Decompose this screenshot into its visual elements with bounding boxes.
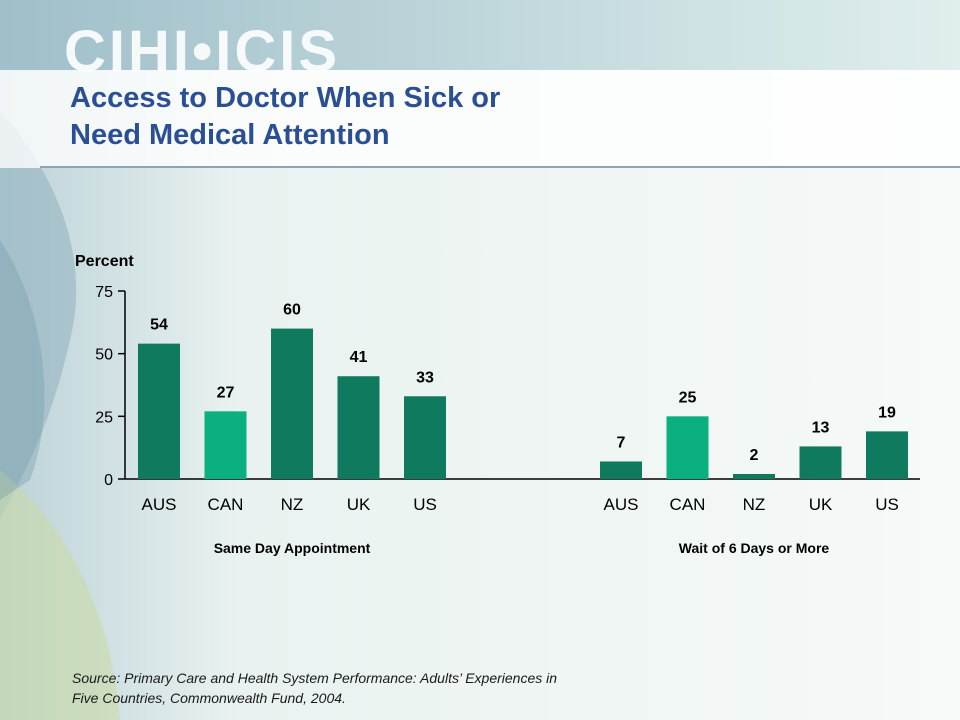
bar-value-label: 27 xyxy=(217,384,235,401)
bar-value-label: 2 xyxy=(750,447,759,464)
x-category-label: UK xyxy=(809,495,833,514)
bar-value-label: 60 xyxy=(283,302,301,319)
bar-uk-group-1 xyxy=(337,376,380,479)
x-category-label: NZ xyxy=(743,495,766,514)
bar-value-label: 25 xyxy=(679,389,697,406)
bar-can-group-2 xyxy=(666,416,709,479)
bar-value-label: 13 xyxy=(812,419,830,436)
source-line-2: Five Countries, Commonwealth Fund, 2004. xyxy=(72,690,346,706)
x-category-label: US xyxy=(413,495,437,514)
x-category-label: NZ xyxy=(281,495,304,514)
bar-value-label: 7 xyxy=(617,434,626,451)
y-tick-label: 25 xyxy=(95,409,113,426)
slide-title-line-1: Access to Doctor When Sick or xyxy=(70,82,501,114)
group-label: Wait of 6 Days or More xyxy=(679,540,830,556)
source-note: Source: Primary Care and Health System P… xyxy=(72,668,692,708)
bar-value-label: 19 xyxy=(878,404,896,421)
x-category-label: UK xyxy=(347,495,371,514)
bar-can-group-1 xyxy=(204,411,247,479)
title-band xyxy=(0,70,960,168)
x-category-label: CAN xyxy=(208,495,244,514)
y-tick-label: 75 xyxy=(95,284,113,301)
bar-value-label: 54 xyxy=(150,317,168,334)
x-category-label: AUS xyxy=(604,495,639,514)
source-line-1: Source: Primary Care and Health System P… xyxy=(72,670,558,686)
y-axis-label: Percent xyxy=(75,253,134,270)
y-tick-label: 0 xyxy=(104,472,113,489)
bar-aus-group-2 xyxy=(600,461,642,479)
slide-title: Access to Doctor When Sick or Need Medic… xyxy=(70,80,770,154)
bar-nz-group-1 xyxy=(271,328,313,479)
bar-value-label: 41 xyxy=(350,349,368,366)
slide-title-line-2: Need Medical Attention xyxy=(70,119,390,151)
bar-us-group-2 xyxy=(866,431,908,479)
x-category-label: CAN xyxy=(670,495,706,514)
x-category-label: AUS xyxy=(142,495,177,514)
y-tick-label: 50 xyxy=(95,347,113,364)
group-label: Same Day Appointment xyxy=(214,540,371,556)
title-divider xyxy=(40,166,960,168)
bar-nz-group-2 xyxy=(733,473,775,479)
bar-value-label: 33 xyxy=(416,369,434,386)
bar-uk-group-2 xyxy=(799,446,842,479)
x-category-label: US xyxy=(875,495,899,514)
bar-aus-group-1 xyxy=(138,343,180,479)
bar-us-group-1 xyxy=(404,396,446,479)
